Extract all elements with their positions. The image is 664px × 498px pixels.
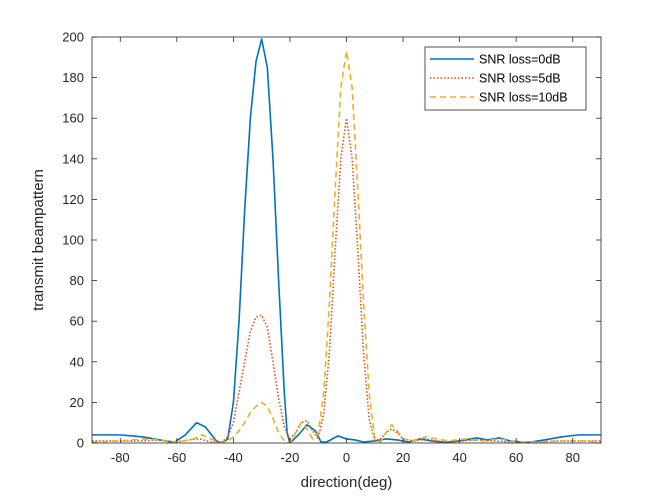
x-tick-label: -20	[281, 450, 300, 465]
y-tick-label: 60	[70, 314, 84, 329]
y-tick-label: 100	[62, 233, 84, 248]
series-line-3	[92, 50, 601, 443]
x-tick-label: 40	[452, 450, 466, 465]
y-tick-label: 40	[70, 354, 84, 369]
y-tick-label: 200	[62, 30, 84, 45]
y-tick-label: 180	[62, 70, 84, 85]
x-axis-label: direction(deg)	[301, 474, 393, 491]
legend-box	[424, 46, 587, 111]
y-tick-label: 140	[62, 151, 84, 166]
legend: SNR loss=0dB SNR loss=5dB SNR loss=10dB	[424, 46, 587, 111]
x-tick-label: 0	[343, 450, 350, 465]
x-tick-label: -60	[167, 450, 186, 465]
series-layer	[92, 38, 601, 443]
x-tick-label: 80	[565, 450, 579, 465]
y-tick-label: 80	[70, 273, 84, 288]
y-tick-label: 20	[70, 395, 84, 410]
legend-entry-3: SNR loss=10dB	[479, 91, 568, 105]
legend-entry-2: SNR loss=5dB	[479, 72, 561, 86]
y-axis-label: transmit beampattern	[30, 169, 47, 311]
y-tick-label: 0	[77, 436, 84, 451]
y-tick-label: 120	[62, 192, 84, 207]
x-tick-label: -40	[224, 450, 243, 465]
legend-entry-1: SNR loss=0dB	[479, 53, 561, 67]
x-tick-label: 20	[396, 450, 410, 465]
x-tick-label: -80	[111, 450, 130, 465]
axes-layer: -80 -60 -40 -20 0 20 40 60 80 0 20 40 60 80 100 120 140 1…	[62, 30, 602, 465]
y-tick-label: 160	[62, 111, 84, 126]
series-line-2	[92, 117, 601, 443]
x-tick-label: 60	[509, 450, 523, 465]
